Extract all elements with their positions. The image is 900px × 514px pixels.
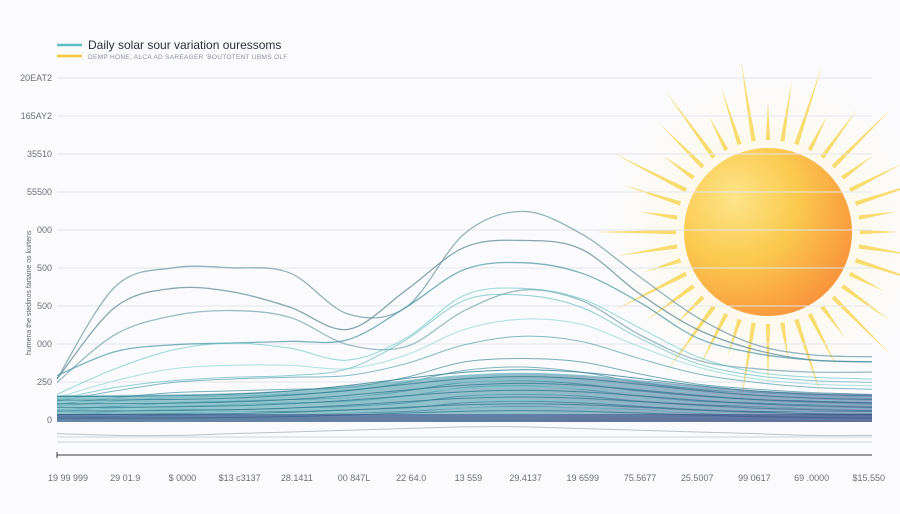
band-line — [56, 399, 873, 414]
sun-ray — [612, 153, 688, 193]
sun-ray — [660, 124, 705, 169]
x-tick-label: 99 0617 — [738, 473, 771, 483]
x-tick-label: $ 0000 — [169, 473, 197, 483]
sun-ray — [708, 116, 729, 152]
band-line — [56, 382, 873, 405]
series-line-5 — [56, 287, 873, 395]
sun-ray — [665, 91, 716, 159]
sun-illustration — [593, 57, 900, 407]
series-line-4 — [56, 261, 873, 377]
sun-ray — [698, 312, 729, 368]
sun-ray — [780, 322, 789, 361]
y-tick-label: 250 — [37, 377, 52, 387]
sun-ray — [765, 324, 771, 384]
y-tick-label: 165AY2 — [21, 111, 52, 121]
band-base — [57, 414, 872, 422]
y-tick-label: 000 — [37, 339, 52, 349]
sun-ray — [858, 211, 897, 220]
sun-ray — [740, 322, 756, 404]
sun-ray — [740, 60, 756, 142]
series-line-1 — [56, 210, 873, 380]
y-tick-label: 500 — [37, 301, 52, 311]
sun-ray — [820, 305, 845, 338]
sun-ray — [676, 295, 705, 324]
sun-ray — [639, 211, 678, 220]
sun-ray — [765, 102, 771, 140]
x-tick-label: 25.5007 — [681, 473, 714, 483]
x-tick-label: 69 .0000 — [794, 473, 829, 483]
y-tick-label: 000 — [37, 225, 52, 235]
y-tick-label: 55500 — [27, 187, 52, 197]
x-tick-label: 19 6599 — [567, 473, 600, 483]
sun-ray — [780, 81, 792, 142]
x-tick-label: 28.1411 — [281, 473, 313, 483]
series-line-2 — [56, 239, 873, 380]
bottom-band — [56, 369, 873, 422]
y-tick-label: 500 — [37, 263, 52, 273]
y-tick-label: 35510 — [27, 149, 52, 159]
y-tick-label: 0 — [47, 415, 52, 425]
sun-core — [684, 148, 852, 316]
band-line — [56, 389, 873, 408]
x-tick-label: 22 64.0 — [396, 473, 426, 483]
series-line-3 — [56, 289, 873, 383]
x-tick-label: 75.5677 — [624, 473, 657, 483]
series-line-6 — [56, 318, 873, 399]
sun-ray — [807, 312, 838, 368]
band-line — [56, 369, 873, 398]
sun-ray — [841, 155, 874, 180]
legend-label-1: Daily solar sour variation ouressoms — [88, 38, 281, 52]
y-axis-ticks: 20EAT2 165AY2 35510 55500 000 500 500 000 250 0 — [20, 73, 52, 425]
series-line-9 — [56, 357, 873, 406]
x-tick-label: 19 99 999 — [48, 473, 88, 483]
series-line-16 — [56, 426, 873, 437]
sun-ray — [841, 284, 891, 322]
x-tick-label: $13 c3137 — [219, 473, 261, 483]
x-tick-label: 13 559 — [455, 473, 483, 483]
sun-ray — [594, 229, 676, 235]
sun-ray — [807, 116, 828, 152]
band-line — [56, 376, 873, 401]
sun-ray — [645, 284, 695, 322]
band-line — [56, 386, 873, 407]
x-tick-label: 29.4137 — [509, 473, 542, 483]
sun-ray — [662, 155, 695, 180]
sun-ray — [854, 258, 900, 276]
y-side-label: humena the stedinos fartaine os kurtens — [26, 230, 33, 355]
x-tick-label: 00 847L — [338, 473, 371, 483]
sun-ray — [820, 109, 858, 159]
x-tick-label: $15.550 — [853, 473, 886, 483]
sun-ray — [612, 271, 688, 311]
sun-ray — [644, 258, 682, 273]
sun-ray — [848, 271, 884, 292]
sun-ray — [848, 164, 900, 193]
band-line — [56, 396, 873, 412]
band-fill — [57, 373, 872, 422]
x-axis-ticks: 19 99 999 29 01.9 $ 0000 $13 c3137 28.1411 00… — [48, 473, 885, 483]
sun-ray — [860, 229, 898, 235]
x-tick-label: 29 01.9 — [110, 473, 140, 483]
sun-ray — [794, 66, 822, 146]
legend-label-2: DEMP HONE, ALCA AD SAREAGER 'BOUTOTENT U… — [88, 54, 289, 61]
sun-ray — [854, 188, 900, 206]
series-line-7 — [56, 335, 873, 402]
sun-ray — [831, 295, 892, 356]
sun-ray — [617, 244, 678, 256]
sun-ray — [794, 318, 822, 398]
y-tick-label: 20EAT2 — [20, 73, 52, 83]
sun-ray — [858, 244, 900, 254]
legend: Daily solar sour variation ouressoms DEM… — [57, 38, 289, 61]
band-line — [56, 393, 873, 410]
series-line-8 — [56, 293, 873, 400]
sun-ray — [623, 185, 682, 206]
band-line — [56, 372, 873, 399]
band-line — [56, 379, 873, 403]
